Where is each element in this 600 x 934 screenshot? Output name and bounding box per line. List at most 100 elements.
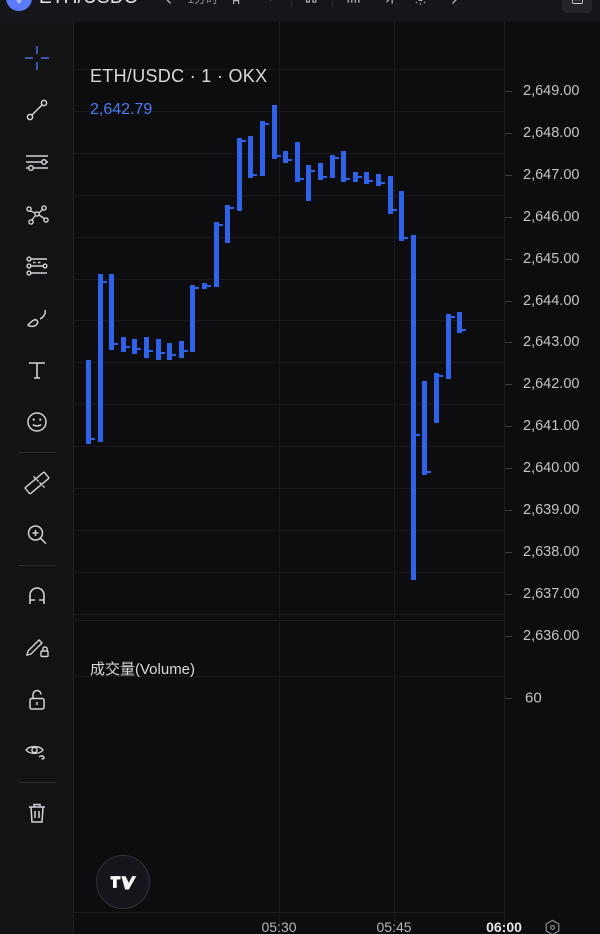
gann-lines-icon[interactable] [15, 136, 59, 188]
pencil-lock-icon[interactable] [15, 622, 59, 674]
time-axis-label: 05:30 [261, 919, 297, 934]
gear-icon[interactable] [404, 0, 438, 18]
symbol-title: ETH/USDC [39, 0, 138, 9]
price-pane[interactable] [74, 22, 504, 618]
price-gridline [74, 194, 504, 196]
trend-line-icon[interactable] [15, 84, 59, 136]
price-axis-label: 2,647.00 [523, 166, 580, 183]
price-bar [352, 171, 358, 183]
close-tick [404, 236, 409, 239]
eye-slash-icon[interactable] [15, 726, 59, 778]
chart-canvas[interactable]: ETH/USDC · 1 · OKX 2,642.79 成交量(Volume) [74, 22, 504, 934]
price-axis-tick [505, 635, 512, 637]
price-axis[interactable]: 2,649.00 2,648.00 2,647.00 2,646.00 2,645.00… [504, 22, 600, 934]
price-bar [283, 150, 289, 164]
indicators-icon[interactable] [336, 0, 370, 18]
price-axis-tick [505, 132, 512, 134]
volume-pane[interactable] [74, 622, 504, 934]
close-tick [415, 433, 420, 436]
close-tick [369, 180, 374, 183]
price-axis-label: 2,638.00 [523, 543, 580, 560]
close-tick [160, 351, 165, 354]
price-axis-label: 2,641.00 [523, 418, 580, 435]
price-bar [306, 165, 312, 201]
xabcd-pattern-icon[interactable] [15, 188, 59, 240]
close-tick [265, 123, 269, 126]
price-bar [318, 163, 323, 181]
chart-legend: ETH/USDC · 1 · OKX [90, 66, 268, 86]
smiley-icon[interactable] [15, 396, 59, 448]
close-tick [450, 316, 455, 319]
price-gridline [74, 446, 504, 448]
fib-retracement-icon[interactable] [15, 240, 59, 292]
price-axis-label: 2,648.00 [523, 124, 580, 141]
close-tick [137, 347, 142, 350]
price-gridline [74, 488, 504, 489]
close-tick [91, 437, 95, 440]
close-tick [195, 286, 200, 289]
chart-settings-icon[interactable] [543, 918, 562, 934]
price-gridline [74, 613, 504, 615]
close-tick [392, 209, 397, 212]
price-bar [341, 150, 347, 183]
price-axis-tick [505, 551, 512, 553]
brush-icon[interactable] [15, 292, 59, 344]
close-tick [323, 175, 327, 178]
price-bar [387, 175, 393, 214]
ruler-icon[interactable] [15, 457, 59, 509]
unlock-icon[interactable] [15, 674, 59, 726]
close-tick [102, 280, 107, 283]
price-axis-label: 2,644.00 [523, 292, 580, 309]
close-tick [381, 182, 385, 185]
price-bar [329, 154, 335, 178]
price-axis-label: 2,640.00 [523, 460, 580, 477]
price-axis-tick [505, 91, 512, 92]
price-axis-label: 2,646.00 [523, 208, 580, 225]
pane-separator[interactable] [74, 620, 504, 621]
close-tick [357, 175, 362, 178]
trash-icon[interactable] [15, 787, 59, 839]
close-tick [253, 173, 258, 176]
price-axis-tick [505, 300, 512, 302]
close-tick [230, 207, 235, 210]
time-gridline [279, 22, 280, 618]
back-arrow-icon[interactable] [152, 0, 186, 18]
price-axis-label: 2,636.00 [523, 627, 580, 644]
candlestick-icon[interactable] [295, 0, 329, 18]
chevron-down-icon[interactable] [254, 0, 288, 18]
price-axis-tick [505, 468, 512, 470]
text-icon[interactable] [15, 344, 59, 396]
price-bar [97, 274, 103, 442]
price-gridline [74, 362, 504, 364]
timeframe-selector[interactable]: 1分时 [186, 0, 220, 18]
price-bar [190, 284, 196, 352]
zoom-in-icon[interactable] [15, 509, 59, 561]
volume-axis-tick [505, 698, 512, 699]
volume-gridline [74, 676, 504, 677]
time-axis[interactable]: 05:30 05:45 06:00 [74, 912, 522, 934]
close-tick [462, 329, 467, 332]
fullscreen-icon[interactable] [562, 0, 592, 13]
price-bar [202, 282, 207, 289]
compare-icon[interactable] [370, 0, 404, 18]
tradingview-logo-icon [96, 855, 150, 909]
magnet-icon[interactable] [15, 570, 59, 622]
price-bar [167, 343, 173, 361]
price-bar [399, 190, 405, 241]
close-tick [172, 353, 177, 356]
price-axis-label: 2,649.00 [523, 83, 580, 99]
price-bar [422, 381, 428, 476]
price-bar [109, 274, 115, 350]
price-bar [155, 339, 161, 361]
timeframe-label: 1分时 [185, 0, 220, 7]
header-divider-1 [290, 0, 292, 7]
time-gridline [279, 622, 280, 934]
close-tick [299, 177, 304, 180]
chevron-right-icon[interactable] [438, 0, 472, 18]
close-tick [288, 159, 293, 162]
price-bar [364, 171, 370, 185]
crosshair-icon[interactable] [15, 32, 59, 84]
bar-chart-type-icon[interactable] [220, 0, 254, 18]
price-bar [236, 138, 242, 212]
price-gridline [74, 152, 504, 154]
